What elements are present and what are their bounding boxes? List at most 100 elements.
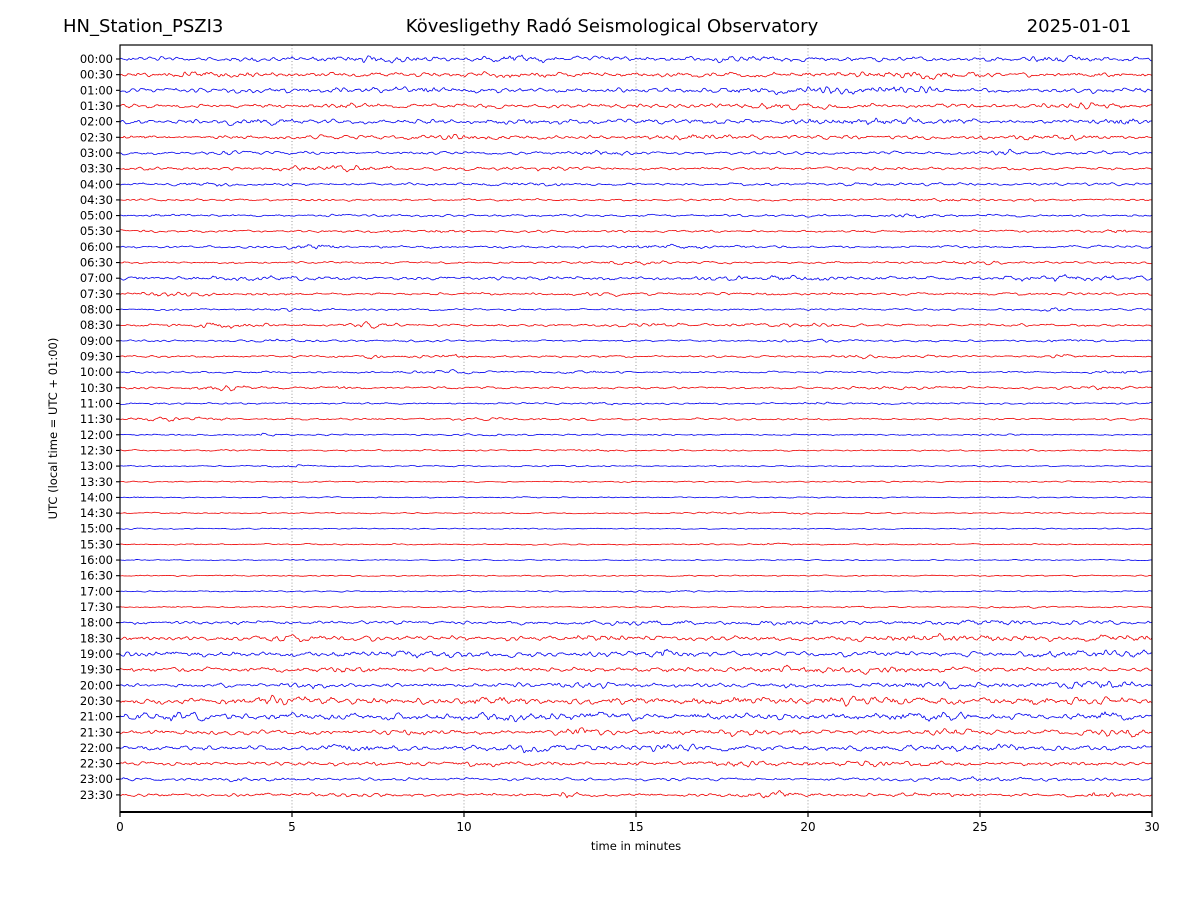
trace-row-22:00 [119,743,1153,754]
trace-row-14:00 [119,496,1153,499]
y-tick-label: 03:30 [80,162,113,176]
y-tick-label: 16:30 [80,569,113,583]
trace-row-21:30 [119,727,1153,738]
trace-row-02:30 [119,133,1153,141]
trace-row-08:30 [119,321,1153,329]
trace-row-19:00 [119,648,1153,659]
trace-row-12:30 [119,449,1153,452]
y-tick-label: 16:00 [80,553,113,567]
y-tick-label: 14:30 [80,506,113,520]
y-tick-label: 08:30 [80,318,113,332]
y-tick-label: 03:00 [80,146,113,160]
trace-row-09:30 [119,353,1153,360]
trace-row-02:00 [119,117,1153,126]
trace-row-21:00 [119,711,1153,723]
trace-row-17:00 [119,590,1153,593]
y-axis-title: UTC (local time = UTC + 01:00) [46,338,60,520]
trace-row-07:00 [119,274,1153,282]
y-tick-label: 02:00 [80,115,113,129]
trace-row-12:00 [119,432,1153,437]
trace-row-00:30 [119,71,1153,80]
trace-row-01:00 [119,86,1153,95]
figure-title-station: HN_Station_PSZI3 [63,16,224,37]
trace-row-01:30 [119,102,1153,111]
trace-row-05:00 [119,213,1153,219]
trace-row-05:30 [119,229,1153,233]
x-tick-label: 15 [628,820,643,834]
y-tick-label: 18:00 [80,616,113,630]
y-tick-label: 21:00 [80,710,113,724]
y-tick-label: 14:00 [80,490,113,504]
y-tick-label: 04:30 [80,193,113,207]
y-tick-label: 06:00 [80,240,113,254]
y-tick-label: 00:00 [80,52,113,66]
trace-row-18:30 [119,633,1153,643]
x-tick-label: 5 [288,820,296,834]
y-tick-label: 20:30 [80,694,113,708]
trace-row-15:30 [119,542,1153,546]
trace-row-19:30 [119,664,1153,675]
trace-row-18:00 [119,619,1153,626]
trace-row-11:30 [119,416,1153,422]
trace-row-11:00 [119,401,1153,406]
y-tick-label: 22:30 [80,757,113,771]
y-tick-label: 09:30 [80,349,113,363]
y-tick-label: 17:00 [80,584,113,598]
x-tick-label: 10 [456,820,471,834]
trace-row-16:00 [119,558,1153,562]
trace-row-06:30 [119,260,1153,266]
trace-row-15:00 [119,527,1153,530]
y-tick-label: 23:30 [80,788,113,802]
y-tick-label: 12:00 [80,428,113,442]
trace-row-23:00 [119,776,1153,783]
y-tick-label: 15:30 [80,537,113,551]
y-tick-label: 01:00 [80,83,113,97]
trace-row-10:30 [119,385,1153,392]
y-tick-label: 18:30 [80,631,113,645]
x-tick-label: 25 [972,820,987,834]
trace-row-22:30 [119,760,1153,768]
y-tick-label: 02:30 [80,130,113,144]
y-tick-label: 22:00 [80,741,113,755]
y-tick-label: 11:00 [80,396,113,410]
y-tick-label: 09:00 [80,334,113,348]
y-tick-label: 19:30 [80,663,113,677]
trace-row-17:30 [119,605,1153,609]
y-tick-label: 00:30 [80,68,113,82]
figure-title-date: 2025-01-01 [1026,16,1132,37]
y-tick-label: 07:30 [80,287,113,301]
y-tick-label: 23:00 [80,772,113,786]
y-tick-label: 13:30 [80,475,113,489]
x-tick-label: 20 [800,820,815,834]
trace-row-13:00 [119,464,1153,468]
trace-row-23:30 [119,790,1153,799]
y-tick-label: 11:30 [80,412,113,426]
x-axis-title: time in minutes [591,839,681,853]
y-tick-label: 08:00 [80,303,113,317]
y-tick-label: 12:30 [80,443,113,457]
y-tick-label: 10:00 [80,365,113,379]
y-tick-label: 13:00 [80,459,113,473]
y-tick-label: 04:00 [80,177,113,191]
y-tick-label: 05:30 [80,224,113,238]
trace-row-14:30 [119,511,1153,515]
trace-row-00:00 [119,54,1153,64]
figure-title-observatory: Kövesligethy Radó Seismological Observat… [405,16,819,37]
trace-row-20:00 [119,680,1153,690]
trace-row-09:00 [119,338,1153,343]
trace-row-04:00 [119,182,1153,187]
y-tick-label: 19:00 [80,647,113,661]
y-tick-label: 20:00 [80,678,113,692]
x-tick-label: 0 [116,820,124,834]
y-tick-label: 07:00 [80,271,113,285]
trace-row-08:00 [119,307,1153,312]
trace-row-20:30 [119,694,1153,707]
trace-row-16:30 [119,574,1153,577]
trace-row-10:00 [119,369,1153,375]
y-tick-label: 15:00 [80,522,113,536]
y-tick-label: 21:30 [80,725,113,739]
y-tick-label: 05:00 [80,209,113,223]
y-tick-label: 17:30 [80,600,113,614]
